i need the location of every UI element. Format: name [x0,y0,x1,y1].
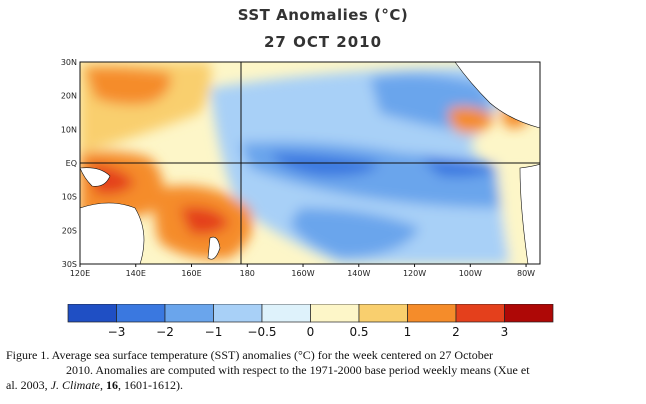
x-tick-label: 160W [291,269,314,278]
cool-region-south [290,208,420,258]
colorbar-label: 0 [307,325,315,339]
x-tick-label: 120E [70,269,90,278]
colorbar-label: 2 [452,325,460,339]
x-tick-label: 140W [347,269,370,278]
caption-journal: J. Climate [50,378,100,392]
y-tick-label: 20S [62,226,77,235]
caption-text: , 1601-1612). [118,378,183,392]
land-new-zealand [207,236,221,260]
colorbar-label: −3 [108,325,126,339]
x-tick-label: 80W [517,269,535,278]
figure-caption: Figure 1. Average sea surface temperatur… [6,348,642,393]
colorbar-box [358,304,408,323]
warm-region-southwest-strong [180,207,230,235]
y-axis-ticks: 30N 20N 10N EQ 10S 20S 30S [61,58,77,269]
x-tick-label: 140E [126,269,146,278]
x-tick-label: 180 [240,269,255,278]
colorbar-box [213,304,263,323]
chart-subtitle: 27 OCT 2010 [263,33,383,51]
colorbar-box [164,304,214,323]
caption-text: , [100,378,106,392]
land-south-america [519,163,540,264]
colorbar-label: 3 [501,325,509,339]
caption-text: al. 2003, [6,378,51,392]
chart-title: SST Anomalies (°C) [237,6,409,24]
y-tick-label: 30S [62,260,77,269]
warm-region-central-america [448,106,495,134]
y-tick-label: 30N [61,58,77,67]
anomaly-field [80,62,540,264]
sst-anomaly-map: 30N 20N 10N EQ 10S 20S 30S 120E 140E 160E 180 160W… [61,58,541,278]
colorbar-label: −0.5 [247,325,276,339]
caption-volume: 16 [106,378,118,392]
x-axis-ticks: 120E 140E 160E 180 160W 140W 120W 100W 80W [70,264,535,278]
cool-region-strong [270,153,380,177]
y-tick-label: 10S [62,193,77,202]
colorbar-box [116,304,166,323]
y-tick-label: 10N [61,125,77,134]
colorbar: −3 −2 −1 −0.5 0 0.5 1 2 3 [67,304,554,339]
caption-line-2: 2010. Anomalies are computed with respec… [66,363,530,377]
colorbar-box [455,304,505,323]
colorbar-box [67,304,117,323]
colorbar-label: −1 [205,325,223,339]
y-tick-label: 20N [61,92,77,101]
colorbar-box [407,304,457,323]
colorbar-box [504,304,554,323]
x-tick-label: 120W [403,269,426,278]
colorbar-label: 0.5 [349,325,368,339]
land-new-guinea [80,167,111,187]
caption-line-3: al. 2003, J. Climate, 16, 1601-1612). [6,378,642,393]
land-north-america [454,62,540,129]
x-tick-label: 160E [181,269,201,278]
colorbar-box [310,304,360,323]
colorbar-label: 1 [404,325,412,339]
colorbar-labels: −3 −2 −1 −0.5 0 0.5 1 2 3 [108,325,509,339]
colorbar-label: −2 [156,325,174,339]
x-tick-label: 100W [459,269,482,278]
caption-line-1: Figure 1. Average sea surface temperatur… [6,348,494,362]
warm-region-northwest-strong [85,67,171,105]
land-australia [80,202,145,264]
colorbar-box [261,304,311,323]
y-tick-label: EQ [66,159,77,168]
colorbar-boxes [67,304,554,323]
